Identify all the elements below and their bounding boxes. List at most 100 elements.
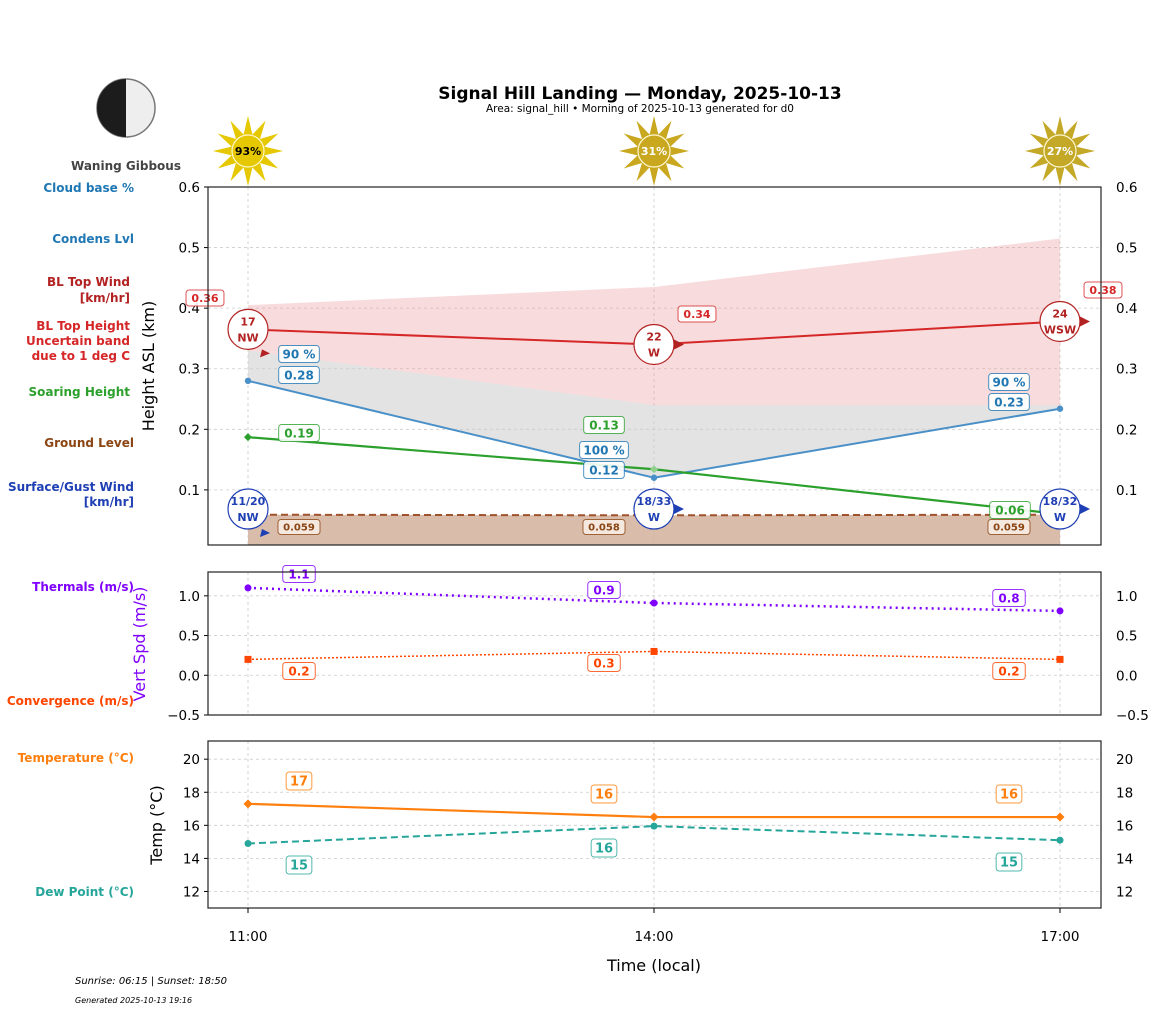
thermals-value-label: 1.1 bbox=[282, 565, 316, 583]
row-label-temperature: Temperature (°C) bbox=[18, 751, 134, 765]
bl-top-value-label-text: 0.38 bbox=[1089, 284, 1116, 297]
sun-times: Sunrise: 06:15 | Sunset: 18:50 bbox=[75, 976, 227, 987]
moon-phase-label: Waning Gibbous bbox=[71, 159, 181, 173]
bl-top-wind-badge: 17 NW bbox=[227, 308, 270, 358]
sun-percent-label: 27% bbox=[1047, 145, 1073, 158]
surface-wind-badge-speed: 18/32 bbox=[1043, 495, 1078, 508]
thermals-point bbox=[1056, 607, 1064, 615]
cloud-base-pct-label-text: 100 % bbox=[583, 443, 624, 457]
thermals-point bbox=[650, 599, 658, 607]
dewpoint-value-label: 15 bbox=[285, 855, 313, 875]
ground-value-label-text: 0.059 bbox=[283, 523, 315, 534]
bl-top-value-label: 0.36 bbox=[185, 289, 225, 307]
y-tick-label-right: 0.5 bbox=[1116, 629, 1137, 645]
cloud-base-pct-label: 90 % bbox=[988, 373, 1030, 391]
row-label-bl-wind: BL Top Wind bbox=[47, 275, 130, 289]
y-tick-label: 18 bbox=[183, 785, 200, 801]
convergence-point bbox=[1056, 655, 1064, 663]
dewpoint-value-label: 15 bbox=[995, 852, 1023, 872]
y-tick-label: 1.0 bbox=[179, 589, 200, 605]
surface-wind-badge: 18/32 W bbox=[1039, 488, 1090, 530]
convergence-line bbox=[247, 650, 1061, 661]
y-axis-label-vert: Vert Spd (m/s) bbox=[130, 587, 149, 702]
y-axis-label-temp: Temp (°C) bbox=[147, 785, 166, 865]
y-tick-label-right: 14 bbox=[1116, 851, 1133, 867]
temperature-value-label: 16 bbox=[995, 784, 1023, 804]
thermals-point bbox=[244, 584, 252, 592]
condens-value-label: 0.12 bbox=[583, 461, 625, 479]
temperature-value-label-text: 17 bbox=[290, 775, 308, 790]
plot-frame bbox=[207, 186, 1102, 546]
y-tick-label: 0.2 bbox=[179, 422, 200, 438]
moon-phase-icon bbox=[96, 78, 156, 138]
condens-value-label: 0.23 bbox=[988, 393, 1030, 411]
x-tick-label: 17:00 bbox=[1041, 929, 1080, 945]
x-tick-label: 14:00 bbox=[635, 929, 674, 945]
plot-frame bbox=[207, 571, 1102, 716]
y-tick-label-right: −0.5 bbox=[1116, 708, 1149, 724]
y-tick-label-right: 0.1 bbox=[1116, 483, 1137, 499]
dewpoint-point bbox=[650, 822, 658, 830]
y-tick-label-right: 0.2 bbox=[1116, 422, 1137, 438]
condens-point bbox=[1056, 405, 1064, 412]
row-label-bl-top: BL Top Height bbox=[36, 319, 130, 333]
y-tick-label-right: 0.6 bbox=[1116, 180, 1137, 196]
ground-value-label-text: 0.059 bbox=[993, 523, 1025, 534]
bl-top-value-label: 0.34 bbox=[677, 305, 717, 323]
row-label-soaring: Soaring Height bbox=[29, 385, 131, 399]
y-tick-label-right: 12 bbox=[1116, 884, 1133, 900]
bl-top-wind-badge: 24 WSW bbox=[1039, 300, 1090, 343]
y-tick-label-right: 20 bbox=[1116, 752, 1133, 768]
convergence-value-label-text: 0.2 bbox=[288, 664, 309, 678]
temperature-value-label: 17 bbox=[285, 771, 313, 791]
condens-value-label-text: 0.28 bbox=[284, 368, 314, 382]
row-label-bl-wind-unit: [km/hr] bbox=[80, 291, 130, 305]
temperature-point bbox=[243, 799, 253, 809]
surface-wind-badge-direction: W bbox=[1054, 511, 1066, 524]
y-tick-label-right: 0.0 bbox=[1116, 668, 1137, 684]
sun-icon: 31% bbox=[619, 116, 689, 186]
bl-top-value-label-text: 0.34 bbox=[683, 308, 710, 321]
row-label-dewpoint: Dew Point (°C) bbox=[35, 885, 134, 899]
bl-top-wind-badge-speed: 22 bbox=[646, 330, 661, 343]
ground-value-label: 0.058 bbox=[582, 519, 626, 535]
convergence-value-label-text: 0.3 bbox=[593, 656, 614, 670]
soaring-value-label: 0.19 bbox=[278, 424, 320, 442]
bl-top-value-label: 0.38 bbox=[1083, 281, 1123, 299]
condens-point bbox=[244, 377, 252, 385]
ground-value-label-text: 0.058 bbox=[588, 523, 620, 534]
soaring-value-label-text: 0.19 bbox=[284, 426, 314, 440]
sun-percent-label: 93% bbox=[235, 145, 261, 158]
soaring-value-label-text: 0.06 bbox=[995, 503, 1025, 517]
cloud-base-pct-label: 90 % bbox=[278, 345, 320, 363]
surface-wind-badge: 11/20 NW bbox=[227, 488, 270, 537]
page-subtitle: Area: signal_hill • Morning of 2025-10-1… bbox=[486, 103, 794, 115]
generated-timestamp: Generated 2025-10-13 19:16 bbox=[75, 996, 192, 1005]
soaring-value-label: 0.13 bbox=[583, 416, 625, 434]
bl-top-wind-badge-direction: WSW bbox=[1044, 323, 1076, 336]
x-tick-label: 11:00 bbox=[229, 929, 268, 945]
temperature-value-label-text: 16 bbox=[595, 788, 613, 803]
row-label-convergence: Convergence (m/s) bbox=[7, 694, 134, 708]
dewpoint-value-label-text: 16 bbox=[595, 842, 613, 857]
page-title: Signal Hill Landing — Monday, 2025-10-13 bbox=[438, 84, 841, 104]
cloud-base-pct-label: 100 % bbox=[579, 441, 629, 459]
y-tick-label-right: 18 bbox=[1116, 785, 1133, 801]
row-label-bl-top-2: Uncertain band bbox=[26, 334, 130, 348]
ground-value-label: 0.059 bbox=[277, 519, 321, 535]
y-tick-label: 0.6 bbox=[179, 180, 200, 196]
dewpoint-value-label-text: 15 bbox=[290, 859, 308, 874]
y-tick-label: 16 bbox=[183, 818, 200, 834]
surface-wind-badge-direction: NW bbox=[237, 511, 258, 524]
bl-top-wind-badge-speed: 24 bbox=[1052, 307, 1068, 320]
temperature-value-label: 16 bbox=[590, 784, 618, 804]
soaring-value-label: 0.06 bbox=[989, 501, 1031, 519]
row-label-surface-wind-unit: [km/hr] bbox=[84, 495, 134, 509]
convergence-point bbox=[650, 647, 658, 655]
ground-level-line bbox=[247, 513, 1061, 517]
y-tick-label: −0.5 bbox=[167, 708, 200, 724]
sun-icon: 93% bbox=[213, 116, 283, 186]
thermals-value-label: 0.8 bbox=[992, 589, 1026, 607]
bl-top-wind-badge-direction: NW bbox=[237, 331, 258, 344]
